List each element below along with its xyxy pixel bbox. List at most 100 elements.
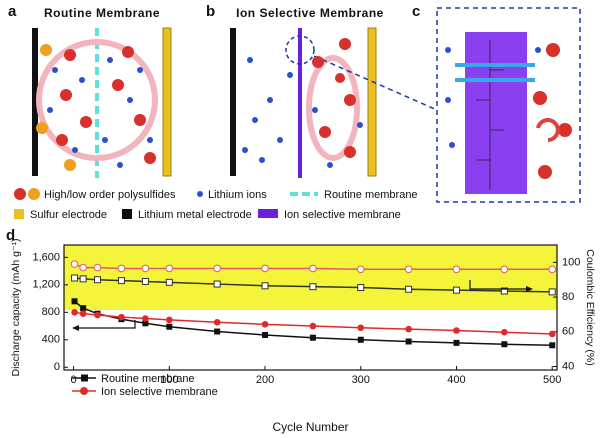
marker: [453, 327, 460, 334]
marker: [309, 334, 316, 341]
legend-label: Routine membrane: [101, 373, 195, 385]
y-tick-label: 1,600: [32, 251, 60, 263]
polysulfides: [533, 43, 572, 179]
marker: [548, 288, 556, 296]
panel-label: d: [6, 227, 15, 244]
marker: [405, 338, 412, 345]
legend-label: Ion selective membrane: [101, 386, 218, 398]
marker: [309, 283, 317, 291]
series-line: [74, 263, 553, 271]
legend-text: Lithium ions: [208, 189, 267, 201]
sulfur-electrode: [162, 27, 172, 177]
lithium-electrode: [230, 28, 236, 176]
panel-c: c: [412, 3, 581, 203]
marker: [405, 325, 412, 333]
marker: [79, 275, 87, 283]
marker: [500, 287, 508, 295]
marker: [79, 310, 87, 317]
y2-tick-label: 80: [562, 291, 574, 303]
lithium-ions: [445, 47, 541, 148]
marker: [213, 264, 221, 273]
marker: [71, 309, 78, 316]
marker: [117, 277, 125, 285]
marker: [117, 264, 126, 273]
x-axis-label: Cycle Number: [272, 420, 348, 434]
marker: [71, 274, 79, 282]
zoom-line: [313, 55, 438, 111]
axis-arrow: [469, 280, 528, 290]
y2-tick-label: 60: [562, 326, 574, 338]
panel-title: Ion Selective Membrane: [236, 6, 384, 20]
plot-frame: [63, 244, 558, 371]
marker: [501, 341, 508, 348]
marker: [213, 318, 221, 326]
y-tick-label: 800: [42, 306, 60, 318]
marker: [71, 298, 78, 305]
panel-label: c: [412, 3, 420, 20]
marker: [70, 260, 79, 268]
marker: [309, 322, 317, 330]
marker: [548, 265, 557, 274]
marker: [94, 311, 101, 319]
x-tick-label: 200: [256, 374, 274, 386]
flow-loop: [306, 55, 360, 161]
y-tick-label: 0: [54, 361, 60, 373]
highlight-band: [64, 245, 557, 310]
flow-loop: [36, 39, 158, 161]
legend-marker: [80, 387, 88, 395]
marker: [548, 330, 556, 338]
x-tick-label: 400: [447, 374, 465, 386]
legend-text: High/low order polysulfides: [44, 189, 176, 201]
marker: [166, 316, 173, 324]
panel-label: b: [206, 3, 215, 20]
arrow-head: [526, 286, 533, 292]
marker: [452, 265, 461, 274]
y2-tick-label: 40: [562, 360, 574, 372]
y-axis-label: Discharge capacity (mAh g⁻¹): [10, 238, 22, 376]
x-tick-label: 0: [71, 374, 77, 386]
zoom-box: [436, 7, 581, 203]
marker: [118, 313, 125, 321]
marker: [453, 339, 460, 346]
y2-axis-label: Coulombic Efficiency (%): [584, 249, 596, 366]
marker: [309, 264, 317, 273]
marker: [404, 265, 413, 274]
marker: [357, 324, 365, 332]
marker: [142, 320, 149, 327]
diagram-legend: High/low order polysulfides Lithium ions…: [14, 188, 418, 221]
x-tick-label: 500: [543, 374, 561, 386]
lithium-ions: [47, 57, 153, 168]
series-line: [74, 300, 553, 347]
polysulfides-low: [36, 44, 76, 171]
legend-marker: [81, 374, 88, 382]
axis-arrow: [76, 320, 136, 329]
marker: [94, 276, 102, 284]
marker: [356, 265, 365, 274]
polysulfides: [56, 46, 156, 164]
legend-text: Ion selective membrane: [284, 209, 401, 221]
marker: [80, 305, 87, 312]
marker: [141, 277, 149, 285]
lithium-electrode: [32, 28, 38, 176]
series-line: [74, 277, 553, 293]
marker: [141, 264, 150, 273]
y-tick-label: 400: [42, 334, 60, 346]
marker: [357, 284, 365, 292]
polymer-chain: [476, 40, 504, 190]
panel-label: a: [8, 3, 17, 20]
chart: 0 100 200 300 400 500 0 400 800 1,200 1,600 40 60 80 1…: [10, 238, 596, 434]
y-tick-label: 1,200: [32, 279, 60, 291]
zoom-circle: [285, 35, 315, 65]
panel-b: b Ion Selective Membrane: [206, 3, 438, 178]
y2-tick-label: 100: [562, 256, 580, 268]
x-tick-label: 100: [160, 374, 178, 386]
marker: [261, 321, 269, 328]
marker: [166, 323, 173, 330]
marker: [165, 264, 174, 273]
reject-arrow: [536, 118, 560, 142]
lithium-ions: [242, 57, 363, 168]
marker: [261, 264, 269, 273]
panel-a: a Routine Membrane: [8, 3, 172, 178]
